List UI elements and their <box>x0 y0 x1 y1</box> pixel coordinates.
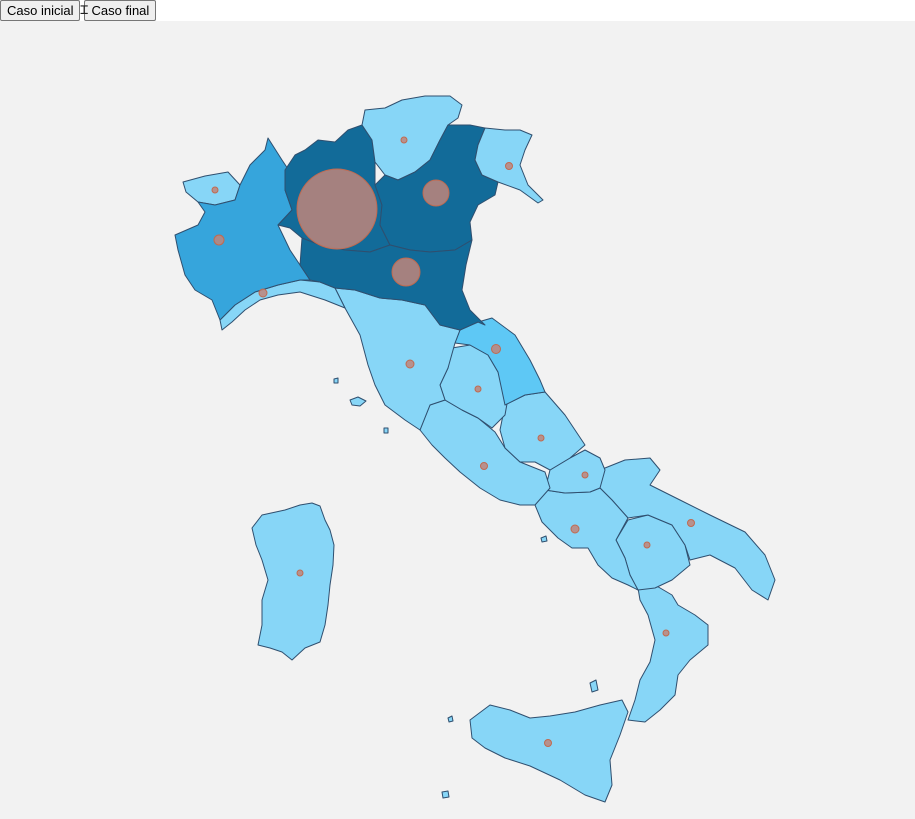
region-emilia-romagna[interactable] <box>299 237 486 331</box>
toolbar: Caso inicial Caso final <box>0 0 157 21</box>
region-molise[interactable] <box>544 449 606 494</box>
bubble-calabria[interactable] <box>662 629 670 637</box>
bubble-lazio[interactable] <box>480 462 488 470</box>
italy-map[interactable] <box>0 21 915 819</box>
map-canvas[interactable] <box>0 21 915 819</box>
bubble-umbria[interactable] <box>474 385 482 393</box>
bubble-emilia-romagna[interactable] <box>391 257 421 287</box>
bubble-lombardy[interactable] <box>296 168 378 250</box>
region-marche[interactable] <box>454 317 546 406</box>
bubble-aosta-valley[interactable] <box>211 186 219 194</box>
bubble-basilicata[interactable] <box>643 541 651 549</box>
text-cursor-icon: ⌶ <box>80 2 89 18</box>
bubble-sicily[interactable] <box>544 739 552 747</box>
bubble-abruzzo[interactable] <box>537 434 545 442</box>
bubble-liguria[interactable] <box>258 288 268 298</box>
bubble-puglia[interactable] <box>687 519 695 527</box>
final-case-button[interactable]: Caso final <box>84 0 157 21</box>
island-lipari[interactable] <box>589 679 599 693</box>
bubble-trentino-alto-adige[interactable] <box>400 136 408 144</box>
bubble-sardinia[interactable] <box>296 569 304 577</box>
bubble-piedmont[interactable] <box>213 234 225 246</box>
bubble-friuli-venezia-giulia[interactable] <box>505 162 513 170</box>
island-capraia[interactable] <box>333 377 339 384</box>
region-aosta-valley[interactable] <box>182 171 241 206</box>
region-piedmont[interactable] <box>174 137 311 321</box>
bubble-veneto[interactable] <box>422 179 450 207</box>
region-calabria[interactable] <box>627 584 709 723</box>
island-ischia[interactable] <box>540 535 548 543</box>
bubble-marche[interactable] <box>491 344 501 354</box>
bubble-campania[interactable] <box>570 524 580 534</box>
initial-case-button[interactable]: Caso inicial <box>0 0 81 21</box>
bubble-molise[interactable] <box>581 471 589 479</box>
island-egadi[interactable] <box>447 715 454 723</box>
region-sardinia[interactable] <box>251 502 335 661</box>
region-sicily[interactable] <box>469 699 629 803</box>
region-puglia[interactable] <box>599 457 776 601</box>
bubble-tuscany[interactable] <box>405 359 415 369</box>
island-elba[interactable] <box>349 396 367 407</box>
island-giglio[interactable] <box>383 427 389 434</box>
island-pantelleria[interactable] <box>441 790 450 799</box>
